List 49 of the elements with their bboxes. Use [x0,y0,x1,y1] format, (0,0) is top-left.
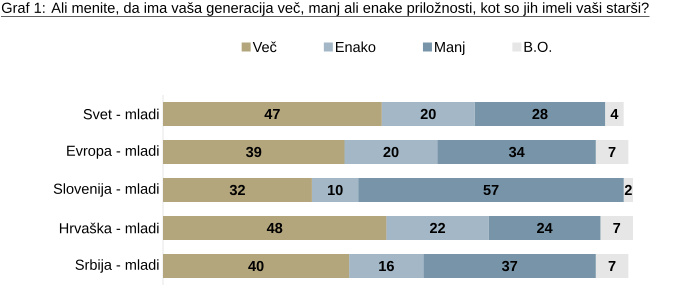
bar [312,178,358,202]
bar [163,254,350,278]
bar [605,102,624,126]
legend-label: Manj [435,42,464,56]
chart-title: Graf 1: Ali menite, da ima vaša generacija več, manj ali enake priložnosti, kot so jih imeli vaši starši? [2,2,649,16]
data-label: 16 [379,260,394,272]
data-label: 37 [502,260,518,272]
y-tick-label: Slovenija - mladi [54,183,158,197]
bar [163,178,312,202]
bar [163,216,386,240]
y-tick-label: Evropa - mladi [67,145,158,159]
bar [596,140,628,164]
bar [382,102,475,126]
y-tick-label: Srbija - mladi [76,259,158,273]
bar [163,140,344,164]
bar [386,216,489,240]
data-label: 20 [420,108,436,120]
data-label: 7 [613,223,620,233]
y-tick-label: Svet - mladi [84,108,158,120]
data-label: 2 [624,184,632,196]
data-label: 57 [483,184,498,196]
legend-label: B.O. [524,42,552,52]
legend-label: Več [252,41,276,52]
data-label: 39 [246,146,262,158]
bar [163,102,382,126]
data-label: 10 [328,184,343,196]
bar [358,178,624,202]
data-label: 24 [537,222,553,234]
data-label: 34 [508,146,525,158]
bar [424,254,596,278]
bar [488,216,600,240]
bar [344,140,438,164]
data-label: 40 [248,260,264,272]
data-label: 20 [383,146,398,158]
bar [600,216,634,240]
data-label: 7 [608,261,616,271]
y-tick-label: Hrvaška - mladi [60,222,158,234]
bar [596,254,628,278]
legend-label: Enako [336,42,376,52]
bar [349,254,424,278]
data-label: 4 [610,109,618,119]
data-label: 7 [608,147,616,157]
bar [474,102,606,126]
data-label: 28 [532,108,548,120]
data-label: 22 [430,222,446,234]
data-label: 32 [230,184,245,196]
bar [438,140,596,164]
data-label: 47 [264,109,280,119]
data-label: 48 [266,222,282,234]
